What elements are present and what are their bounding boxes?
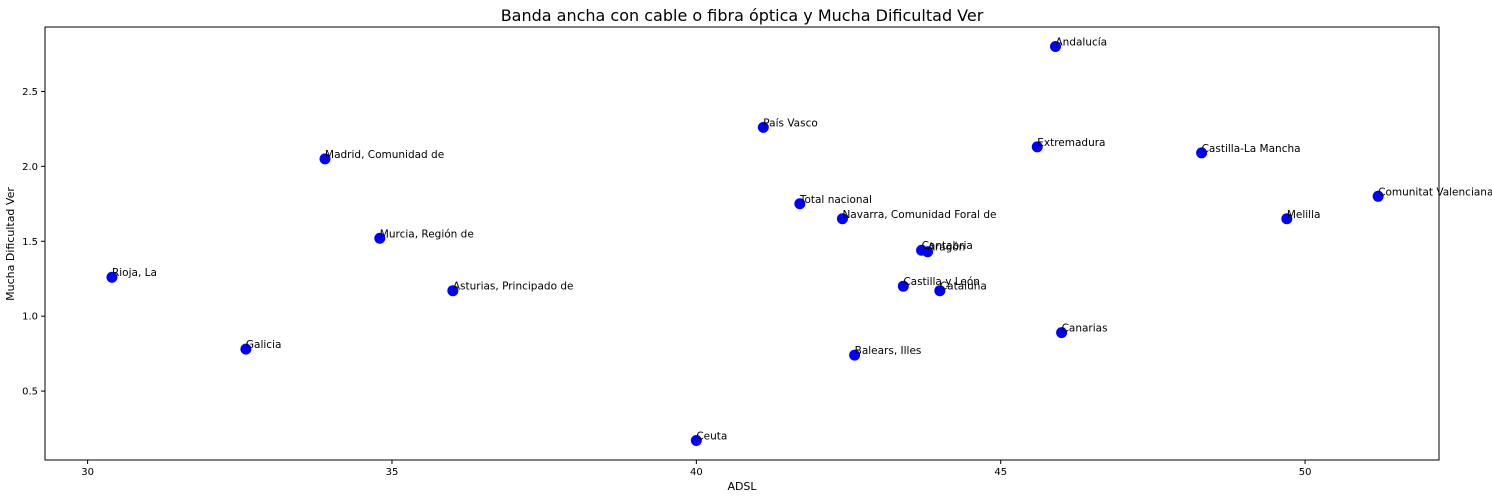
x-tick-label: 50	[1299, 467, 1312, 478]
x-tick-label: 35	[386, 467, 399, 478]
scatter-point	[106, 271, 118, 283]
point-label: País Vasco	[763, 117, 818, 129]
scatter-point	[240, 343, 252, 355]
point-label: Galicia	[246, 339, 282, 351]
point-label: Aragón	[928, 242, 966, 254]
x-axis-label: ADSL	[727, 480, 757, 493]
scatter-point	[757, 121, 769, 133]
scatter-point	[374, 232, 386, 244]
x-tick-label: 45	[994, 467, 1007, 478]
data-point-labels: Andalucía País Vasco Extremadura Castilla-L…	[112, 36, 1492, 442]
scatter-point	[849, 349, 861, 361]
point-label: Castilla y León	[903, 276, 980, 288]
y-tick-label: 1.5	[22, 237, 38, 248]
point-label: Total nacional	[799, 194, 872, 206]
scatter-point	[1031, 141, 1043, 153]
scatter-point	[836, 213, 848, 225]
plot-area-frame	[44, 26, 1440, 461]
point-label: Madrid, Comunidad de	[325, 149, 444, 161]
point-label: Cantabria	[922, 240, 973, 252]
point-label: Canarias	[1062, 323, 1108, 335]
point-label: Rioja, La	[112, 267, 157, 279]
point-label: Navarra, Comunidad Foral de	[842, 209, 996, 221]
chart-title: Banda ancha con cable o fibra óptica y M…	[501, 6, 984, 25]
scatter-point	[934, 285, 946, 297]
point-label: Ceuta	[696, 431, 727, 443]
scatter-point	[794, 198, 806, 210]
scatter-point	[897, 280, 909, 292]
scatter-point	[1056, 327, 1068, 339]
scatter-point	[319, 153, 331, 165]
scatter-point	[1281, 213, 1293, 225]
scatter-point	[690, 435, 702, 447]
point-label: Comunitat Valenciana	[1378, 186, 1492, 198]
scatter-point	[1196, 147, 1208, 159]
y-axis-label: Mucha Dificultad Ver	[4, 187, 17, 301]
point-label: Castilla-La Mancha	[1202, 143, 1301, 155]
scatter-point	[447, 285, 459, 297]
data-points	[106, 40, 1384, 447]
point-label: Balears, Illes	[855, 345, 922, 357]
scatter-point	[1372, 190, 1384, 202]
x-tick-label: 30	[81, 467, 94, 478]
y-tick-label: 2.0	[22, 162, 38, 173]
point-label: Asturias, Principado de	[453, 281, 574, 293]
point-label: Murcia, Región de	[380, 228, 474, 240]
axis-ticks: 30 35 40 45 50 0.5 1.0 1.5 2.0 2.5	[22, 87, 1311, 478]
y-tick-label: 2.5	[22, 87, 38, 98]
point-label: Extremadura	[1037, 137, 1105, 149]
scatter-point	[922, 246, 934, 258]
y-tick-label: 1.0	[22, 312, 38, 323]
point-label: Andalucía	[1055, 36, 1107, 48]
point-label: Cataluña	[940, 281, 987, 293]
scatter-point	[1049, 40, 1061, 52]
point-label: Melilla	[1287, 209, 1321, 221]
y-tick-label: 0.5	[22, 387, 38, 398]
x-tick-label: 40	[690, 467, 703, 478]
